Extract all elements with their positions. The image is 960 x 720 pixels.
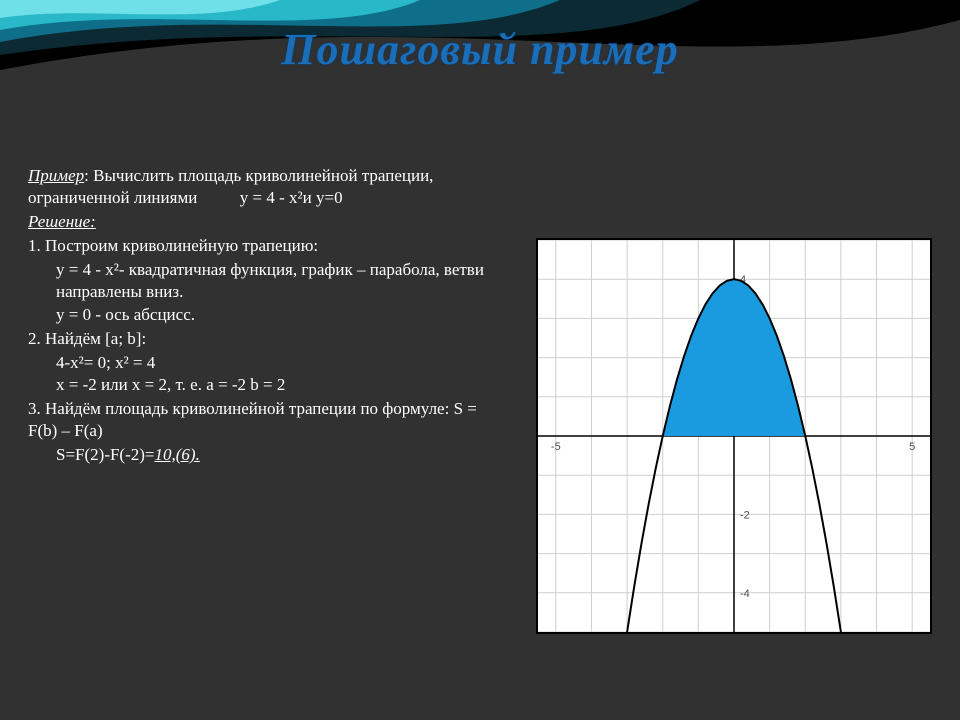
answer-prefix: S=F(2)-F(-2)= <box>56 445 155 464</box>
answer-value: 10,(6). <box>155 445 200 464</box>
example-body: : Вычислить площадь криволинейной трапец… <box>28 166 433 207</box>
svg-text:-2: -2 <box>740 509 750 521</box>
slide-body: Пример: Вычислить площадь криволинейной … <box>28 165 488 468</box>
example-line: Пример: Вычислить площадь криволинейной … <box>28 165 488 209</box>
slide-title: Пошаговый пример <box>0 24 960 75</box>
step2-head: 2. Найдём [a; b]: <box>28 328 488 350</box>
step2-body: 4-x²= 0; x² = 4 x = -2 или x = 2, т. е. … <box>28 352 488 396</box>
solution-label: Решение: <box>28 211 488 233</box>
answer-line: S=F(2)-F(-2)=10,(6). <box>28 444 488 466</box>
step1-body: y = 4 - x²- квадратичная функция, график… <box>28 259 488 325</box>
svg-text:-5: -5 <box>551 441 561 453</box>
example-label: Пример <box>28 166 84 185</box>
step3-head: 3. Найдём площадь криволинейной трапеции… <box>28 398 488 442</box>
svg-text:-4: -4 <box>740 588 750 600</box>
svg-text:5: 5 <box>909 441 915 453</box>
parabola-chart: -55-4-224 <box>536 238 932 634</box>
step1-head: 1. Построим криволинейную трапецию: <box>28 235 488 257</box>
